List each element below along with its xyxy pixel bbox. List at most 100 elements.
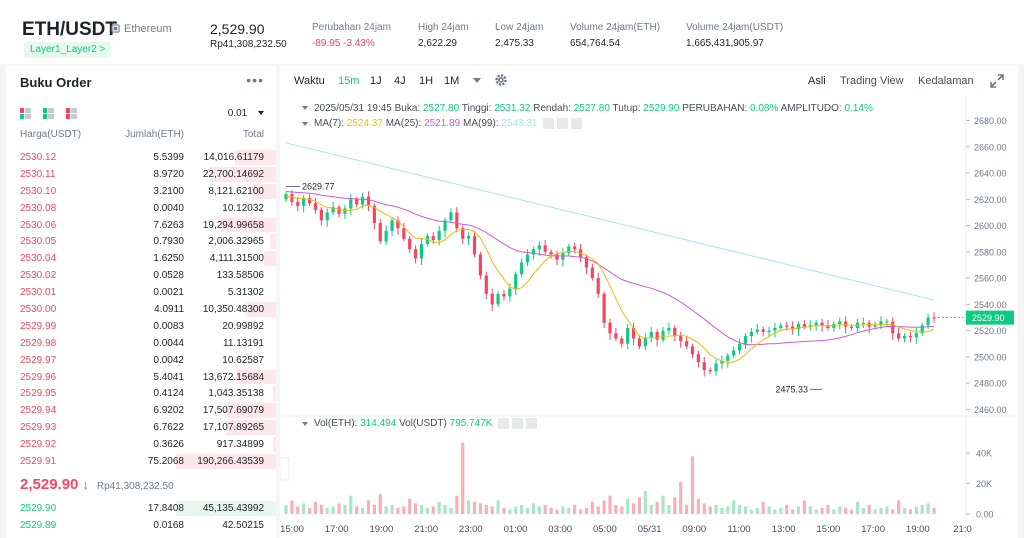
volume-bar bbox=[555, 509, 559, 514]
volume-bar bbox=[602, 500, 606, 514]
view-trading-view[interactable]: Trading View bbox=[840, 75, 904, 87]
depth-bar bbox=[176, 501, 276, 516]
interval-4j[interactable]: 4J bbox=[394, 75, 406, 87]
category-tag[interactable]: Layer1_Layer2 > bbox=[24, 42, 112, 58]
candle-body bbox=[755, 329, 759, 332]
high-marker-label: 2629.77 bbox=[302, 181, 335, 191]
close-icon[interactable] bbox=[571, 118, 583, 129]
interval-15m[interactable]: 15m bbox=[338, 75, 360, 87]
precision-select[interactable]: 0.01 bbox=[228, 108, 264, 119]
close-icon[interactable] bbox=[526, 418, 538, 429]
row-price: 2529.91 bbox=[20, 455, 57, 467]
interval-1m[interactable]: 1M bbox=[444, 75, 460, 87]
ask-row[interactable]: 2529.95 0.4124 1,043.35138 bbox=[6, 385, 276, 402]
ask-row[interactable]: 2530.08 0.0040 10.12032 bbox=[6, 200, 276, 217]
visibility-icon[interactable] bbox=[498, 418, 510, 429]
candle-body bbox=[508, 288, 512, 297]
ask-row[interactable]: 2530.06 7.6263 19,294.99658 bbox=[6, 217, 276, 234]
volume-bar bbox=[620, 506, 624, 514]
ask-row[interactable]: 2529.94 6.9202 17,507.69079 bbox=[6, 402, 276, 419]
ask-row[interactable]: 2530.10 3.2100 8,121.62100 bbox=[6, 183, 276, 200]
volume-bar bbox=[502, 507, 506, 514]
candle-body bbox=[408, 238, 412, 250]
volume-bar bbox=[879, 507, 883, 514]
candle-body bbox=[708, 370, 712, 372]
depth-bar bbox=[270, 234, 276, 250]
ask-row[interactable]: 2530.01 0.0021 5.31302 bbox=[6, 284, 276, 301]
collapse-icon[interactable] bbox=[302, 421, 308, 426]
symbol-title[interactable]: ETH/USDT bbox=[22, 19, 117, 40]
volume-bar bbox=[796, 506, 801, 514]
candle-body bbox=[372, 205, 376, 223]
candle-body bbox=[584, 257, 589, 268]
ask-row[interactable]: 2530.05 0.7930 2,006.32965 bbox=[6, 233, 276, 250]
view-asli[interactable]: Asli bbox=[808, 75, 826, 87]
row-amount: 0.3626 bbox=[153, 439, 184, 451]
bid-row[interactable]: 2529.90 17.8408 45,135.43992 bbox=[6, 500, 276, 517]
settings-icon[interactable] bbox=[557, 118, 569, 129]
volume-bar bbox=[873, 509, 877, 514]
candle-body bbox=[349, 199, 353, 209]
view-depth[interactable]: Kedalaman bbox=[918, 75, 974, 87]
more-intervals-icon[interactable] bbox=[473, 78, 481, 83]
row-amount: 5.4041 bbox=[153, 371, 184, 383]
volume-bar bbox=[508, 509, 512, 514]
candle-body bbox=[307, 197, 312, 204]
ask-row[interactable]: 2529.97 0.0042 10.62587 bbox=[6, 352, 276, 369]
ask-row[interactable]: 2530.11 8.9720 22,700.14692 bbox=[6, 166, 276, 183]
row-amount: 0.0528 bbox=[153, 270, 184, 282]
candle-body bbox=[673, 328, 677, 336]
candle-body bbox=[879, 321, 883, 326]
volume-bar bbox=[461, 442, 465, 514]
y-tick-label: 2600.00 bbox=[974, 221, 1007, 231]
book-mode-bids-icon[interactable] bbox=[43, 108, 54, 119]
row-total: 22,700.14692 bbox=[202, 168, 264, 180]
ask-row[interactable]: 2530.02 0.0528 133.58506 bbox=[6, 267, 276, 284]
volume-bar bbox=[578, 509, 583, 514]
visibility-icon[interactable] bbox=[543, 118, 555, 129]
ask-row[interactable]: 2529.98 0.0044 11.13191 bbox=[6, 335, 276, 352]
candle-body bbox=[520, 262, 524, 275]
ask-row[interactable]: 2529.91 75.2068 190,266.43539 bbox=[6, 453, 276, 470]
fullscreen-icon[interactable] bbox=[990, 74, 1004, 88]
volume-bar bbox=[549, 507, 553, 514]
ask-row[interactable]: 2529.93 6.7622 17,107.89265 bbox=[6, 419, 276, 436]
ask-row[interactable]: 2529.96 5.4041 13,672.15684 bbox=[6, 369, 276, 386]
row-total: 11.13191 bbox=[223, 337, 264, 349]
settings-icon[interactable] bbox=[512, 418, 524, 429]
candle-body bbox=[643, 337, 647, 347]
volume-bar bbox=[425, 507, 429, 514]
row-price: 2529.96 bbox=[20, 371, 57, 383]
interval-1j[interactable]: 1J bbox=[370, 75, 382, 87]
ask-row[interactable]: 2530.04 1.6250 4,111.31500 bbox=[6, 250, 276, 267]
row-total: 133.58506 bbox=[216, 270, 264, 282]
more-options-icon[interactable]: ••• bbox=[246, 72, 264, 88]
volume-bar bbox=[514, 506, 518, 514]
collapse-icon[interactable] bbox=[302, 121, 308, 126]
ask-row[interactable]: 2529.92 0.3626 917.34899 bbox=[6, 436, 276, 453]
ma99-label: MA(99): bbox=[463, 118, 499, 130]
ask-row[interactable]: 2530.12 5.5399 14,016.61179 bbox=[6, 149, 276, 166]
ask-row[interactable]: 2529.99 0.0083 20.99892 bbox=[6, 318, 276, 335]
bid-row[interactable]: 2529.89 0.0168 42.50215 bbox=[6, 517, 276, 534]
interval-label: Waktu bbox=[294, 75, 325, 87]
book-mode-both-icon[interactable] bbox=[20, 108, 31, 119]
interval-1h[interactable]: 1H bbox=[419, 75, 434, 87]
row-price: 2529.92 bbox=[20, 439, 57, 451]
ask-row[interactable]: 2530.00 4.0911 10,350.48300 bbox=[6, 301, 276, 318]
candle-body bbox=[690, 346, 695, 355]
candlestick-chart[interactable]: 2460.00 2480.00 2500.00 2520.00 2540.00 2560.… bbox=[280, 96, 1018, 538]
candle-body bbox=[449, 212, 453, 221]
row-total: 5.31302 bbox=[227, 287, 264, 299]
candle-body bbox=[920, 325, 924, 334]
row-amount: 0.4124 bbox=[153, 388, 184, 400]
collapse-icon[interactable] bbox=[302, 106, 308, 111]
candle-body bbox=[631, 328, 636, 339]
candle-body bbox=[914, 333, 918, 338]
volume-bar bbox=[349, 495, 353, 514]
book-mode-asks-icon[interactable] bbox=[66, 108, 77, 119]
row-amount: 0.0040 bbox=[153, 202, 184, 214]
network-label[interactable]: Ethereum bbox=[124, 23, 172, 35]
gear-icon[interactable] bbox=[494, 73, 508, 87]
volume-bar bbox=[455, 495, 459, 514]
